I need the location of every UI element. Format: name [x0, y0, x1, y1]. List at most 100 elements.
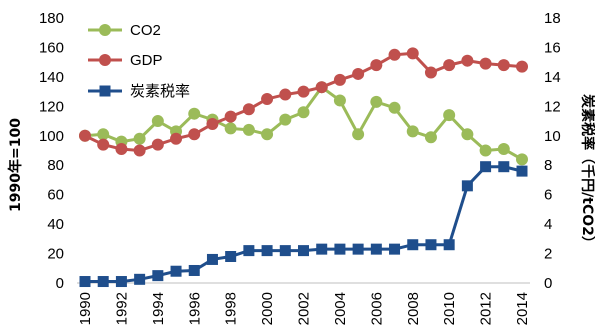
data-point	[206, 253, 218, 265]
data-point	[461, 54, 474, 67]
data-point	[406, 125, 419, 138]
data-point	[79, 129, 91, 142]
data-point	[443, 59, 456, 72]
legend-label-co2: CO2	[130, 22, 161, 39]
data-point	[97, 128, 110, 141]
data-point	[115, 276, 127, 288]
y-right-tick-label: 6	[544, 187, 552, 204]
y-right-tick-label: 2	[544, 246, 552, 263]
data-point	[461, 128, 474, 141]
data-point	[425, 239, 437, 251]
data-point	[97, 138, 110, 151]
y-left-tick-label: 40	[47, 216, 64, 233]
series-carbon-tax	[79, 161, 528, 288]
data-point	[297, 85, 310, 98]
data-point	[334, 243, 346, 255]
x-tick-label: 1990	[77, 292, 94, 325]
y-left-tick-label: 80	[47, 157, 64, 174]
data-point	[279, 113, 292, 126]
x-tick-label: 1994	[150, 292, 167, 325]
x-tick-label: 1992	[113, 292, 130, 325]
data-point	[297, 106, 310, 119]
y-left-tick-label: 100	[39, 128, 64, 145]
legend-label-gdp: GDP	[130, 52, 163, 69]
x-tick-label: 1996	[186, 292, 203, 325]
y-right-tick-label: 12	[544, 98, 561, 115]
y-right-tick-label: 16	[544, 39, 561, 56]
y-left-tick-label: 140	[39, 69, 64, 86]
data-point	[242, 103, 255, 116]
data-point	[352, 243, 364, 255]
data-point	[497, 143, 510, 156]
data-point	[516, 153, 528, 166]
data-point	[443, 239, 455, 251]
data-point	[479, 57, 492, 70]
data-point	[206, 118, 219, 130]
data-point	[224, 122, 237, 135]
data-point	[352, 128, 365, 141]
data-point	[188, 128, 201, 141]
data-point	[370, 243, 382, 255]
data-point	[424, 66, 437, 79]
data-point	[115, 143, 128, 156]
data-point	[461, 180, 473, 192]
y-left-tick-label: 20	[47, 246, 64, 263]
data-point	[333, 94, 346, 107]
legend-label-carbon-tax: 炭素税率	[130, 83, 190, 100]
data-point	[133, 132, 146, 145]
data-point	[333, 73, 346, 86]
data-point	[170, 265, 182, 277]
y-right-tick-label: 10	[544, 128, 561, 145]
data-point	[370, 59, 383, 72]
series-line-carbon-tax	[85, 165, 523, 284]
data-point	[242, 123, 255, 136]
data-point	[388, 101, 401, 114]
data-point	[370, 95, 383, 108]
data-point	[224, 110, 237, 123]
data-point	[151, 115, 164, 128]
x-tick-label: 2000	[259, 292, 276, 325]
x-tick-label: 2008	[405, 292, 422, 325]
data-point	[79, 276, 91, 288]
axes: 0 20 40 60 80 100 120 140 160 180 0 2 4 6 8 10 12 14 16 18 1…	[39, 10, 561, 325]
x-tick-label: 2010	[441, 292, 458, 325]
data-point	[134, 273, 146, 285]
legend-marker-carbon-tax	[99, 85, 111, 97]
legend-marker-gdp	[99, 54, 111, 66]
y-left-tick-label: 0	[56, 275, 64, 292]
data-point	[352, 67, 365, 80]
y-left-tick-label: 160	[39, 39, 64, 56]
data-point	[261, 245, 273, 257]
data-point	[279, 88, 292, 101]
data-point	[225, 251, 237, 262]
data-point	[279, 245, 291, 257]
data-point	[97, 276, 109, 288]
x-tick-label: 2002	[296, 292, 313, 325]
y-left-tick-label: 60	[47, 187, 64, 204]
data-point	[388, 48, 401, 61]
data-point	[188, 264, 200, 276]
y-right-tick-label: 4	[544, 216, 552, 233]
y-left-tick-label: 180	[39, 10, 64, 27]
x-tick-label: 2006	[368, 292, 385, 325]
data-point	[498, 161, 510, 173]
data-point	[516, 60, 528, 73]
y-axis-right-label: 炭素税率（千円/tCO2）	[579, 94, 595, 250]
data-point	[315, 81, 328, 94]
y-right-tick-label: 0	[544, 275, 552, 292]
data-point	[407, 239, 419, 251]
y-right-tick-label: 18	[544, 10, 561, 27]
data-point	[479, 144, 492, 157]
series-layer	[79, 47, 528, 288]
legend-marker-co2	[99, 24, 111, 36]
data-point	[188, 107, 201, 120]
x-tick-label: 2012	[478, 292, 495, 325]
x-tick-label: 1998	[223, 292, 240, 325]
data-point	[480, 161, 492, 173]
data-point	[152, 270, 164, 282]
data-point	[443, 109, 456, 122]
data-point	[316, 243, 328, 255]
data-point	[424, 131, 437, 144]
